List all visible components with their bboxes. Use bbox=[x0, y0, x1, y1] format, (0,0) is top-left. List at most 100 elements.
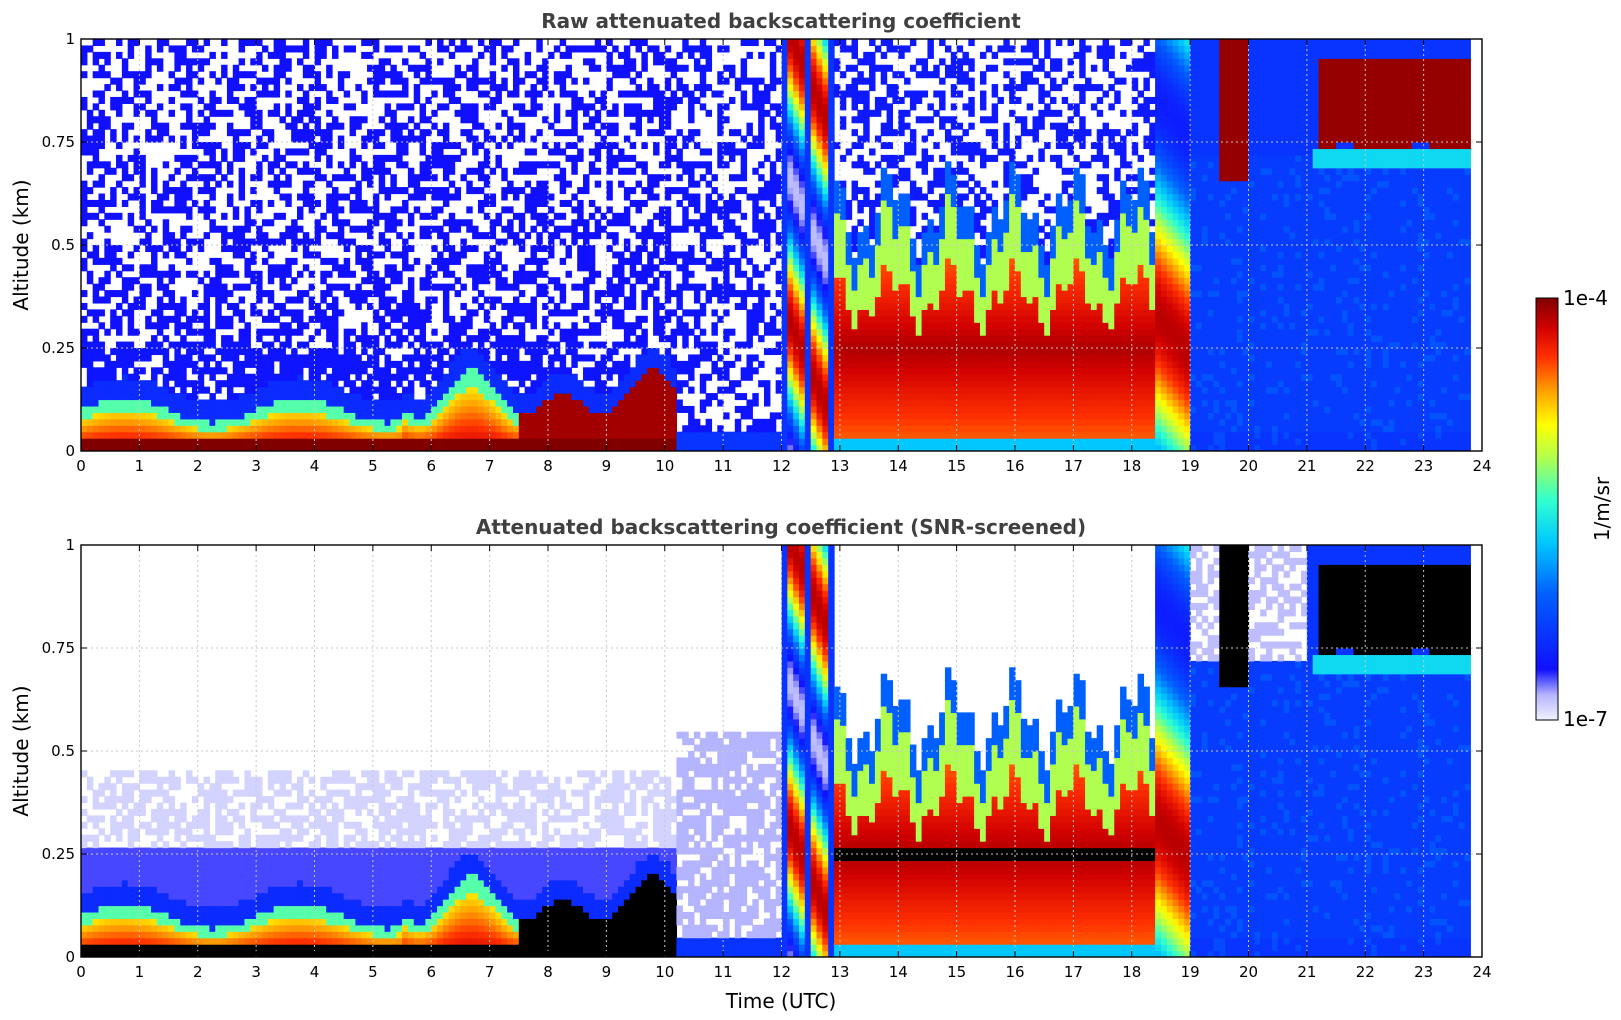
heatmap-cell bbox=[670, 405, 678, 413]
heatmap-cell bbox=[787, 296, 794, 304]
heatmap-cell bbox=[244, 71, 251, 79]
heatmap-cell bbox=[641, 290, 648, 298]
heatmap-cell bbox=[203, 315, 211, 323]
heatmap-cell bbox=[472, 58, 479, 66]
heatmap-cell bbox=[203, 39, 211, 47]
heatmap-cell bbox=[337, 77, 345, 85]
heatmap-cell bbox=[542, 283, 549, 291]
heatmap-cell bbox=[110, 257, 117, 265]
heatmap-cell bbox=[302, 39, 310, 47]
heatmap-cell bbox=[244, 129, 251, 137]
heatmap-cell bbox=[647, 431, 654, 439]
heatmap-cell bbox=[407, 444, 415, 451]
heatmap-cell bbox=[337, 264, 345, 272]
heatmap-cell bbox=[320, 225, 327, 233]
heatmap-cell bbox=[664, 412, 672, 420]
heatmap-cell bbox=[244, 142, 251, 150]
heatmap-cell bbox=[594, 148, 602, 156]
heatmap-cell bbox=[215, 290, 222, 298]
heatmap-cell bbox=[413, 412, 421, 420]
heatmap-cell bbox=[828, 148, 835, 156]
heatmap-cell bbox=[489, 412, 497, 420]
heatmap-cell bbox=[816, 315, 823, 323]
heatmap-cell bbox=[647, 283, 654, 291]
heatmap-cell bbox=[104, 328, 111, 336]
heatmap-cell bbox=[799, 341, 806, 349]
heatmap-cell bbox=[548, 296, 555, 304]
heatmap-cell bbox=[256, 431, 263, 439]
heatmap-cell bbox=[530, 167, 537, 175]
heatmap-cell bbox=[828, 283, 835, 291]
heatmap-cell bbox=[676, 264, 683, 272]
heatmap-cell bbox=[752, 206, 759, 214]
heatmap-cell bbox=[670, 399, 678, 407]
heatmap-cell bbox=[548, 399, 555, 407]
heatmap-cell bbox=[396, 219, 403, 227]
heatmap-cell bbox=[711, 187, 718, 195]
heatmap-cell bbox=[431, 245, 438, 253]
heatmap-cell bbox=[588, 393, 596, 401]
heatmap-cell bbox=[641, 232, 648, 240]
heatmap-cell bbox=[145, 322, 152, 330]
heatmap-cell bbox=[186, 315, 193, 323]
heatmap-cell bbox=[186, 116, 193, 124]
heatmap-cell bbox=[588, 122, 596, 130]
heatmap-cell bbox=[810, 96, 818, 104]
heatmap-cell bbox=[717, 109, 724, 117]
heatmap-cell bbox=[483, 154, 491, 162]
heatmap-cell bbox=[483, 174, 491, 182]
heatmap-cell bbox=[110, 399, 117, 407]
heatmap-cell bbox=[256, 161, 263, 169]
heatmap-cell bbox=[407, 212, 415, 220]
heatmap-cell bbox=[355, 399, 362, 407]
heatmap-cell bbox=[565, 393, 572, 401]
heatmap-cell bbox=[810, 283, 818, 291]
heatmap-cell bbox=[472, 84, 479, 92]
heatmap-cell bbox=[775, 309, 783, 317]
heatmap-cell bbox=[489, 225, 497, 233]
heatmap-cell bbox=[507, 399, 514, 407]
heatmap-cell bbox=[256, 174, 263, 182]
heatmap-cell bbox=[378, 251, 386, 259]
heatmap-cell bbox=[612, 386, 619, 394]
heatmap-cell bbox=[448, 51, 456, 59]
heatmap-cell bbox=[699, 380, 707, 388]
heatmap-cell bbox=[442, 238, 450, 246]
heatmap-cell bbox=[110, 212, 117, 220]
heatmap-cell bbox=[618, 367, 625, 375]
heatmap-cell bbox=[390, 418, 397, 426]
heatmap-cell bbox=[834, 418, 841, 426]
heatmap-cell bbox=[407, 360, 415, 368]
heatmap-cell bbox=[121, 174, 129, 182]
heatmap-cell bbox=[454, 380, 462, 388]
heatmap-cell bbox=[197, 187, 205, 195]
heatmap-cell bbox=[763, 348, 771, 356]
heatmap-cell bbox=[343, 438, 351, 446]
heatmap-cell bbox=[512, 212, 520, 220]
heatmap-cell bbox=[454, 277, 462, 285]
heatmap-cell bbox=[653, 418, 660, 426]
heatmap-cell bbox=[828, 116, 835, 124]
heatmap-cell bbox=[454, 335, 462, 343]
heatmap-cell bbox=[793, 245, 800, 253]
heatmap-cell bbox=[512, 58, 520, 66]
heatmap-cell bbox=[740, 39, 748, 47]
heatmap-cell bbox=[834, 438, 841, 446]
heatmap-cell bbox=[477, 418, 485, 426]
heatmap-cell bbox=[623, 322, 631, 330]
heatmap-cell bbox=[787, 418, 794, 426]
heatmap-cell bbox=[302, 264, 310, 272]
heatmap-cell bbox=[804, 348, 812, 356]
heatmap-cell bbox=[688, 245, 695, 253]
heatmap-cell bbox=[623, 109, 631, 117]
heatmap-cell bbox=[314, 348, 321, 356]
heatmap-cell bbox=[332, 315, 339, 323]
heatmap-cell bbox=[419, 142, 427, 150]
heatmap-cell bbox=[542, 367, 549, 375]
heatmap-cell bbox=[378, 174, 386, 182]
heatmap-cell bbox=[553, 373, 561, 381]
heatmap-cell bbox=[787, 315, 794, 323]
heatmap-cell bbox=[238, 154, 246, 162]
heatmap-cell bbox=[822, 393, 829, 401]
heatmap-cell bbox=[238, 380, 246, 388]
